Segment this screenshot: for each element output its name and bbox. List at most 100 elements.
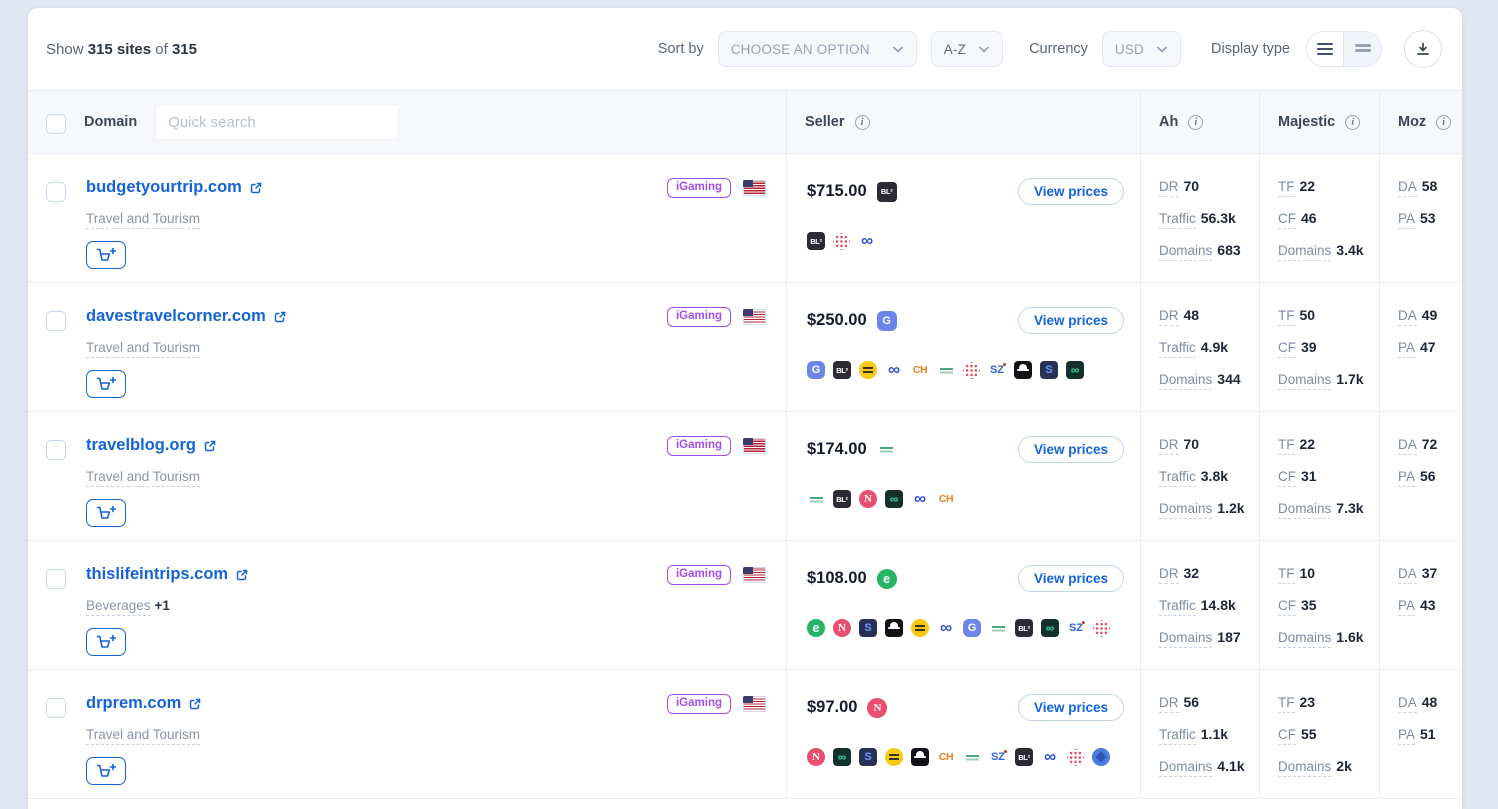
download-button[interactable] <box>1404 30 1442 68</box>
currency-dropdown[interactable]: USD <box>1101 31 1182 67</box>
row-checkbox[interactable] <box>46 311 66 331</box>
moz-cell: DA 49 PA 47 <box>1379 283 1462 411</box>
view-prices-button[interactable]: View prices <box>1017 565 1124 592</box>
n-logo-icon: N <box>833 619 851 637</box>
majestic-cell: TF 22 CF 31 Domains 7.3k <box>1259 412 1379 540</box>
domains-label: Domains <box>1278 759 1332 777</box>
igaming-badge: iGaming <box>666 178 731 198</box>
external-link-icon[interactable] <box>188 697 202 711</box>
quick-search-input[interactable] <box>155 104 400 140</box>
view-prices-button[interactable]: View prices <box>1017 694 1124 721</box>
pa-value: 43 <box>1420 597 1436 613</box>
seller-logos[interactable]: G BL² ∞ CH SZ S ∞ <box>807 361 1124 379</box>
display-type-toggle <box>1306 31 1382 67</box>
yellow-logo-icon <box>859 361 877 379</box>
domains-value: 7.3k <box>1336 500 1364 516</box>
spy-logo-icon <box>885 619 903 637</box>
add-to-cart-button[interactable] <box>86 369 126 398</box>
domain-link[interactable]: travelblog.org <box>86 436 197 455</box>
moz-cell: DA 72 PA 56 <box>1379 412 1462 540</box>
cart-plus-icon <box>96 247 116 261</box>
seller-info-icon[interactable]: i <box>854 114 870 130</box>
display-detailed-button[interactable] <box>1307 32 1344 66</box>
cf-value: 39 <box>1301 339 1317 355</box>
ahrefs-info-icon[interactable]: i <box>1188 114 1204 130</box>
moz-cell: DA 37 PA 43 <box>1379 541 1462 669</box>
view-prices-button[interactable]: View prices <box>1017 436 1124 463</box>
domains-label: Domains <box>1278 630 1332 648</box>
g-logo-icon: G <box>963 619 981 637</box>
category-label: Travel and Tourism <box>86 210 201 229</box>
add-to-cart-button[interactable] <box>86 627 126 656</box>
price: $108.00 <box>807 569 867 587</box>
us-flag-icon <box>743 695 766 712</box>
pa-value: 51 <box>1420 726 1436 742</box>
domain-line: travelblog.org iGaming <box>86 436 766 456</box>
row-checkbox[interactable] <box>46 440 66 460</box>
seller-logos[interactable]: BL² N ∞ ∞ CH <box>807 490 1124 508</box>
link-logo-icon: ∞ <box>860 232 874 250</box>
select-all-checkbox[interactable] <box>46 114 66 134</box>
category-extra-count: +1 <box>154 597 170 613</box>
seller-logos[interactable]: BL² ∞ <box>807 232 1124 250</box>
domains-label: Domains <box>1278 501 1332 519</box>
row-checkbox[interactable] <box>46 569 66 589</box>
list-detailed-icon <box>1317 47 1333 51</box>
link-logo-icon: ∞ <box>913 490 927 508</box>
dr-value: 70 <box>1183 436 1200 452</box>
external-link-icon[interactable] <box>203 439 217 453</box>
of-label: of <box>155 40 168 58</box>
domains-value: 1.6k <box>1336 629 1364 645</box>
majestic-info-icon[interactable]: i <box>1345 114 1361 130</box>
external-link-icon[interactable] <box>273 310 287 324</box>
domain-link[interactable]: drprem.com <box>86 694 182 713</box>
toolbar: Show 315 sites of 315 Sort by CHOOSE AN … <box>28 8 1462 90</box>
add-to-cart-button[interactable] <box>86 240 126 269</box>
da-value: 48 <box>1421 694 1438 710</box>
moz-cell: DA 58 PA 53 <box>1379 154 1462 282</box>
igaming-badge: iGaming <box>666 436 731 456</box>
domain-link[interactable]: budgetyourtrip.com <box>86 178 242 197</box>
e-logo-icon: e <box>807 619 825 637</box>
pa-label: PA <box>1398 340 1416 358</box>
domain-cell: thislifeintrips.com iGaming Beverages +1 <box>28 541 786 669</box>
price-line: $174.00 View prices <box>807 436 1124 463</box>
da-value: 37 <box>1421 565 1438 581</box>
dr-value: 32 <box>1183 565 1200 581</box>
domain-content: thislifeintrips.com iGaming Beverages +1 <box>86 565 766 669</box>
moz-cell: DA 48 PA 51 <box>1379 670 1462 798</box>
download-icon <box>1417 42 1429 55</box>
tf-value: 10 <box>1299 565 1316 581</box>
sort-order-dropdown[interactable]: A-Z <box>930 31 1004 67</box>
ch-logo-icon: CH <box>938 493 954 505</box>
external-link-icon[interactable] <box>235 568 249 582</box>
row-checkbox[interactable] <box>46 698 66 718</box>
domain-link[interactable]: davestravelcorner.com <box>86 307 266 326</box>
domain-link[interactable]: thislifeintrips.com <box>86 565 229 584</box>
seller-logos[interactable]: e N S ∞ G BL² ∞ SZ <box>807 619 1124 637</box>
price: $97.00 <box>807 698 858 716</box>
da-label: DA <box>1398 437 1417 455</box>
tf-label: TF <box>1278 695 1295 713</box>
best-price-seller: BL² <box>876 181 897 202</box>
view-prices-button[interactable]: View prices <box>1017 178 1124 205</box>
display-compact-button[interactable] <box>1344 32 1381 66</box>
external-link-icon[interactable] <box>249 181 263 195</box>
domain-content: travelblog.org iGaming Travel and Touris… <box>86 436 766 540</box>
sort-option-dropdown[interactable]: CHOOSE AN OPTION <box>717 31 917 67</box>
pa-value: 53 <box>1420 210 1436 226</box>
cf-label: CF <box>1278 598 1296 616</box>
spy-logo-icon <box>1014 361 1032 379</box>
chevron-down-icon <box>978 45 990 53</box>
add-to-cart-button[interactable] <box>86 498 126 527</box>
moz-info-icon[interactable]: i <box>1436 114 1452 130</box>
best-price-seller: N <box>867 697 888 718</box>
domains-label: Domains <box>1159 243 1213 261</box>
view-prices-button[interactable]: View prices <box>1017 307 1124 334</box>
cart-plus-icon <box>96 376 116 390</box>
add-to-cart-button[interactable] <box>86 756 126 785</box>
domains-label: Domains <box>1278 243 1332 261</box>
row-checkbox[interactable] <box>46 182 66 202</box>
link-logo-icon: ∞ <box>1043 748 1057 766</box>
seller-logos[interactable]: N ∞ S CH SZ BL² ∞ <box>807 748 1124 766</box>
